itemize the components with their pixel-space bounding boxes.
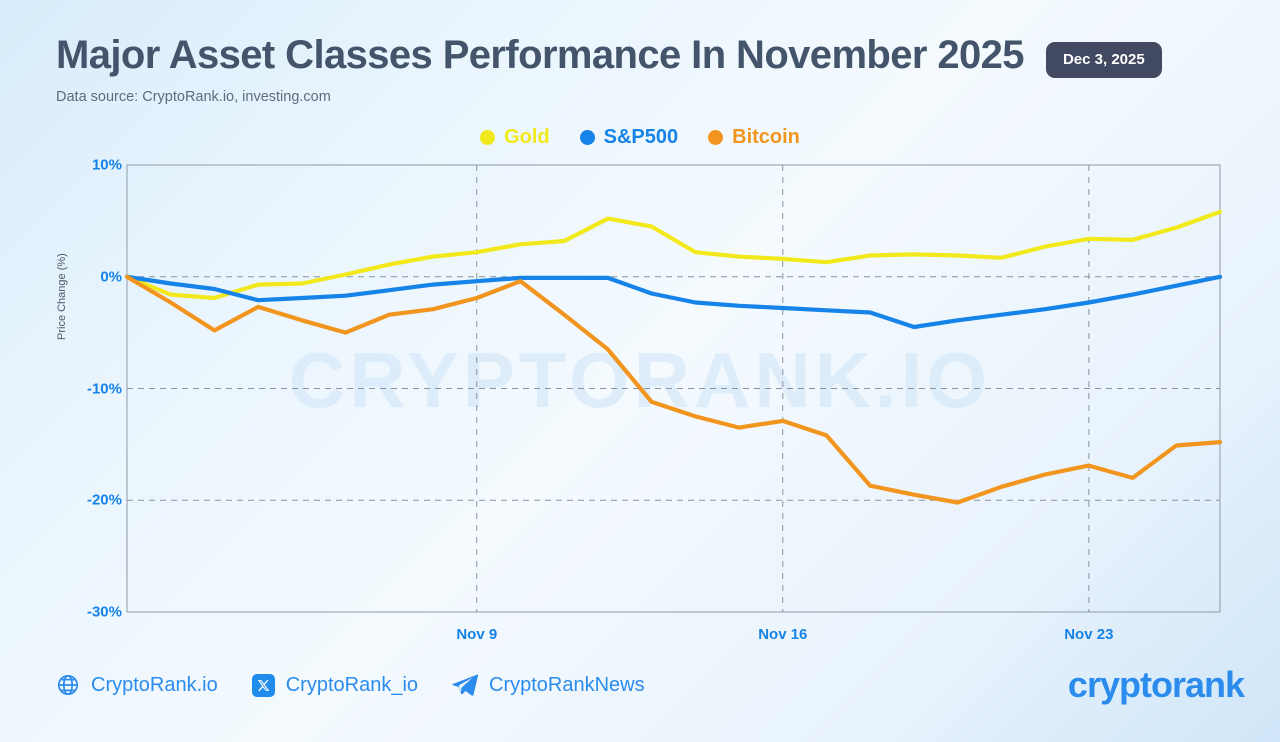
- legend-item-gold[interactable]: Gold: [480, 126, 550, 149]
- date-badge: Dec 3, 2025: [1045, 42, 1162, 78]
- legend-label: Gold: [504, 126, 550, 148]
- social-links: CryptoRank.io CryptoRank_io CryptoRankNews: [56, 673, 645, 697]
- brand-logo-text: cryptorank: [1067, 664, 1245, 705]
- x-axis-tick: Nov 23: [1064, 626, 1114, 643]
- y-axis-tick: -20%: [86, 491, 122, 509]
- series-line-s-p500[interactable]: [124, 274, 1223, 330]
- legend-label: S&P500: [603, 126, 679, 148]
- legend-label: Bitcoin: [732, 126, 800, 148]
- legend-item-bitcoin[interactable]: Bitcoin: [708, 126, 800, 149]
- x-axis-tick: Nov 9: [456, 626, 498, 643]
- social-label: CryptoRankNews: [489, 673, 645, 696]
- social-label: CryptoRank_io: [285, 673, 419, 696]
- social-label: CryptoRank.io: [91, 673, 218, 696]
- header: Major Asset Classes Performance In Novem…: [56, 33, 1244, 105]
- y-axis-tick: 0%: [100, 268, 122, 286]
- legend-dot-icon: [579, 130, 595, 145]
- social-link-cryptorank-io[interactable]: CryptoRank_io: [251, 673, 419, 697]
- footer: CryptoRank.io CryptoRank_io CryptoRankNews…: [56, 664, 1245, 706]
- social-link-cryptoranknews[interactable]: CryptoRankNews: [452, 673, 645, 697]
- data-source-note: Data source: CryptoRank.io, investing.co…: [56, 89, 331, 105]
- telegram-icon: [452, 673, 479, 697]
- y-axis-tick: -10%: [86, 380, 122, 397]
- x-twitter-icon: [251, 673, 275, 697]
- title-row: Major Asset Classes Performance In Novem…: [56, 33, 1244, 78]
- x-axis-tick: Nov 16: [758, 626, 808, 643]
- series-line-gold[interactable]: [124, 209, 1223, 301]
- y-axis-tick: 10%: [91, 156, 122, 174]
- globe-icon: [56, 673, 80, 697]
- y-axis-tick: -30%: [86, 603, 122, 621]
- series-line-bitcoin[interactable]: [124, 274, 1223, 505]
- legend-dot-icon: [480, 130, 496, 145]
- social-link-cryptorank-io[interactable]: CryptoRank.io: [56, 673, 218, 697]
- chart-legend: Gold S&P500 Bitcoin: [0, 126, 1280, 149]
- legend-dot-icon: [708, 130, 724, 145]
- page-title: Major Asset Classes Performance In Novem…: [56, 33, 1025, 77]
- legend-item-s-p500[interactable]: S&P500: [579, 126, 679, 149]
- brand-logo: cryptorank: [1067, 664, 1245, 706]
